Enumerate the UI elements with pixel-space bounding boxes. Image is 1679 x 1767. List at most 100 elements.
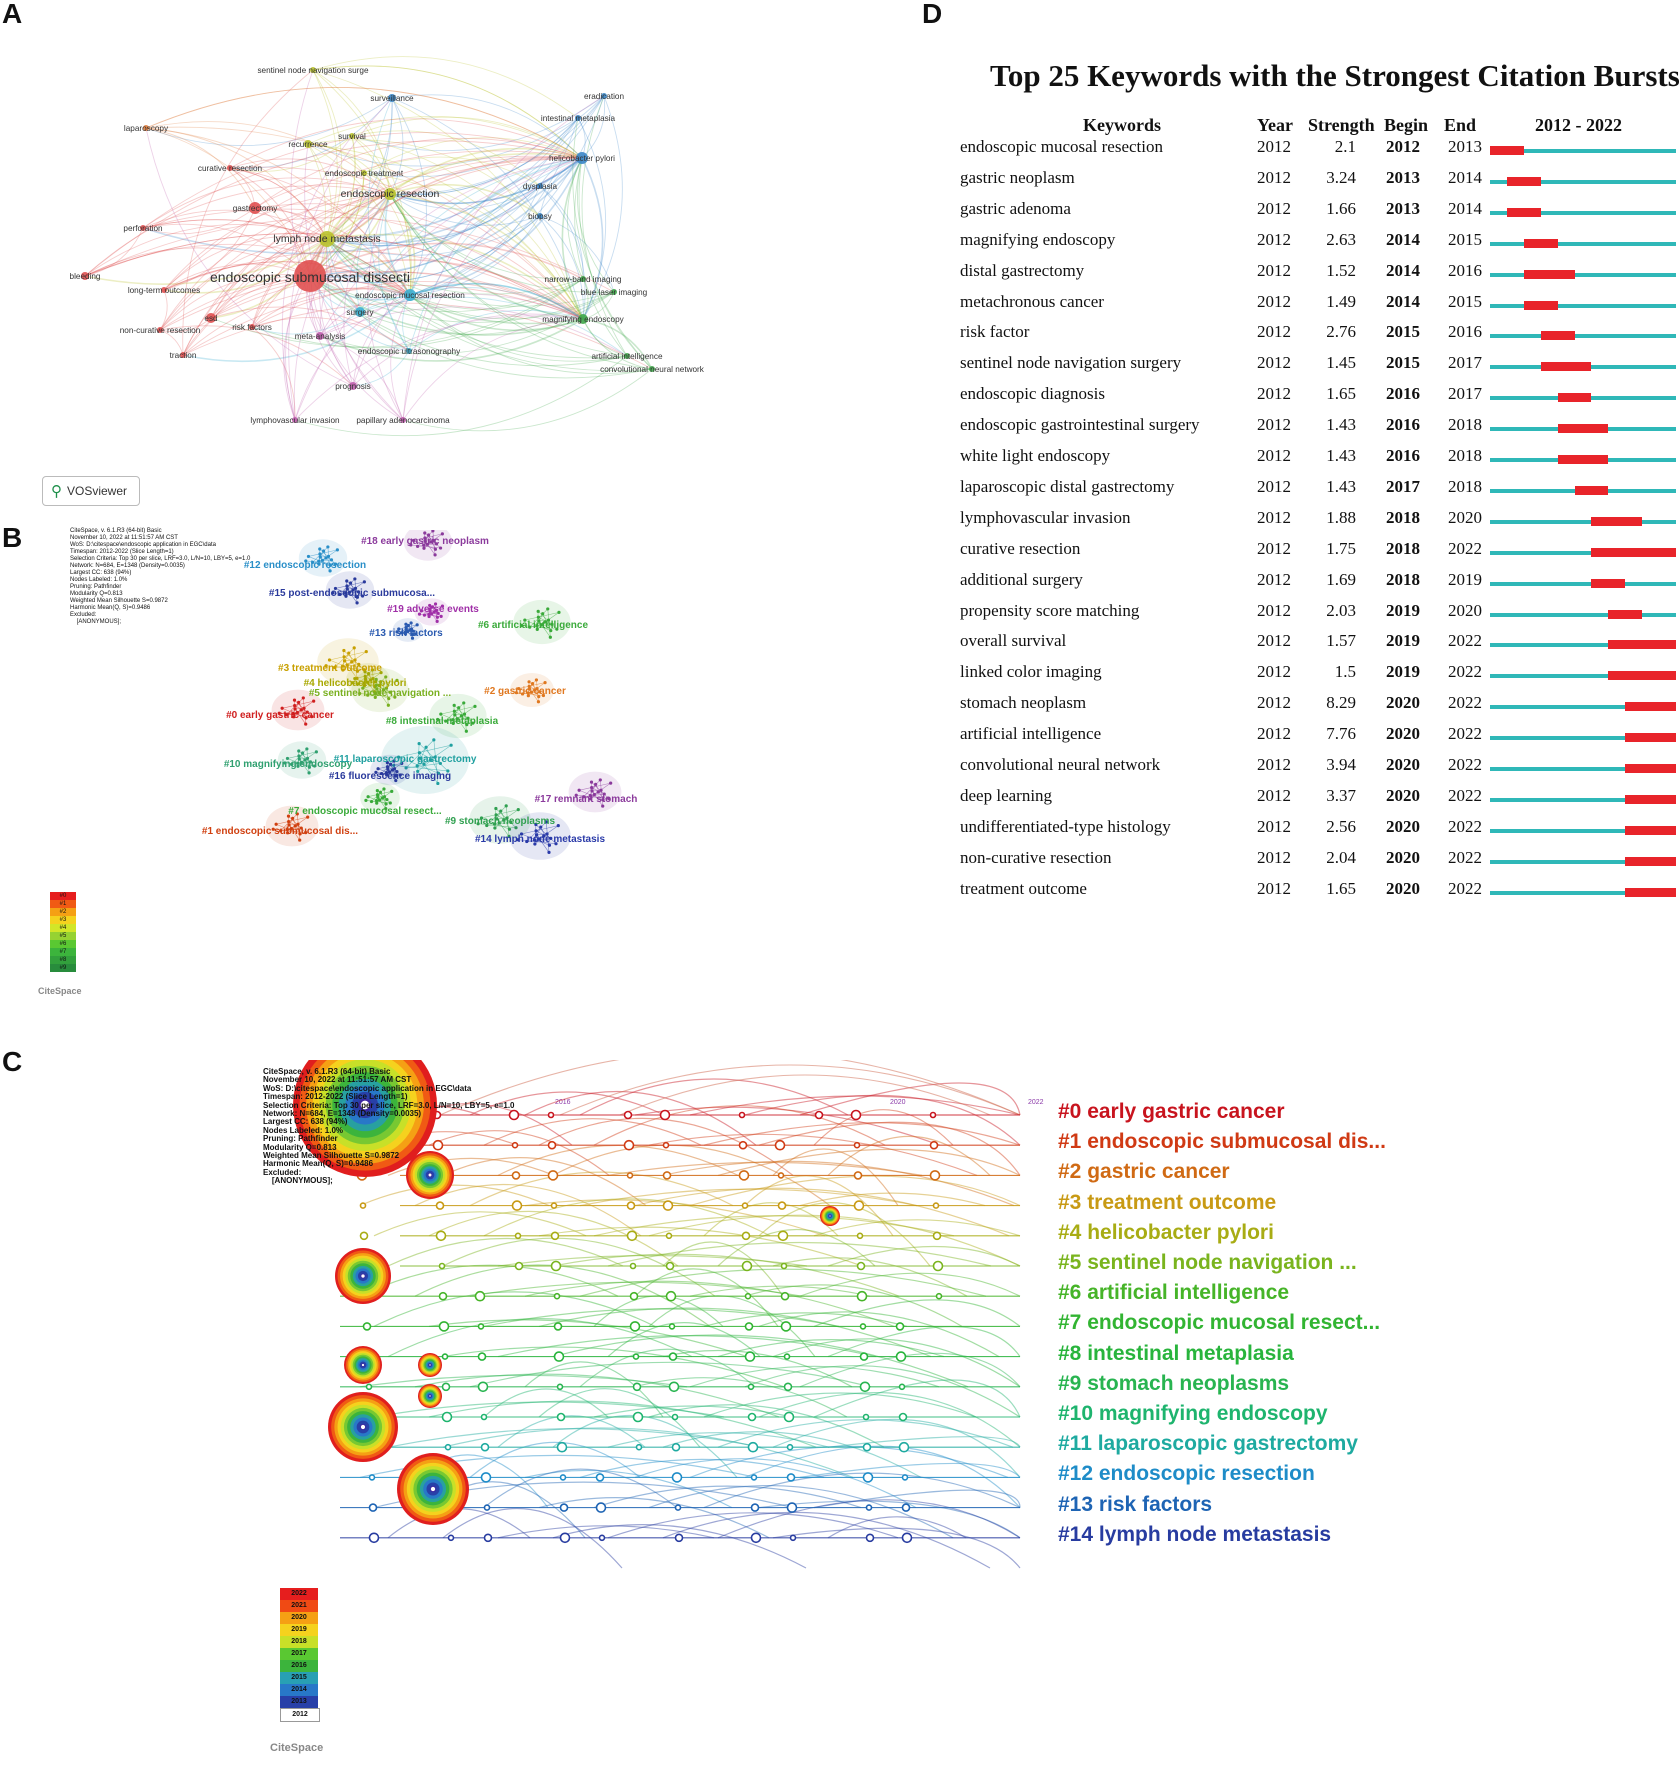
vos-node-label: endoscopic resection: [341, 188, 440, 200]
timeline-arc: [538, 1388, 701, 1448]
cluster-edge: [424, 603, 436, 616]
burst-row: propensity score matching 2012 2.03 2019 202…: [960, 601, 1679, 636]
cluster-edge: [367, 676, 386, 696]
cluster-edge: [381, 760, 395, 774]
timeline-node: [741, 1202, 749, 1209]
cluster-edge: [539, 825, 559, 840]
timeline-year-tick: 2020: [890, 1099, 906, 1106]
vos-node-label: laparoscopy: [124, 124, 169, 133]
vos-link: [352, 294, 411, 387]
vos-link: [182, 157, 583, 356]
cluster-node: [345, 584, 349, 588]
cluster-edge: [320, 556, 329, 558]
timeline-node: [859, 1381, 871, 1393]
vos-link: [408, 157, 583, 352]
timeline-node: [850, 1109, 862, 1121]
vos-link: [409, 185, 541, 296]
vos-link: [254, 207, 328, 240]
cluster-edge: [280, 813, 298, 831]
legend-year-swatch: 2016: [280, 1660, 318, 1672]
timeline-node: [629, 1262, 637, 1270]
timeline-node: [789, 1534, 797, 1542]
cluster-edge: [289, 823, 299, 826]
vos-node: [576, 152, 588, 164]
vos-node: [601, 93, 607, 99]
vos-link: [408, 309, 584, 352]
cluster-edge: [347, 651, 367, 666]
cluster-edge: [376, 688, 389, 706]
timeline-node: [671, 1472, 683, 1483]
cluster-node: [304, 559, 308, 563]
timeline-node: [629, 1291, 639, 1301]
vos-link: [326, 193, 391, 240]
burst-row: gastric neoplasm 2012 3.24 2013 2014: [960, 168, 1679, 203]
burst-bar: [1523, 269, 1575, 279]
burst-year: 2012: [1257, 476, 1291, 496]
cluster-edge: [345, 588, 356, 597]
timeline-node: [511, 1171, 521, 1180]
cluster-edge: [294, 705, 308, 713]
citation-ring-core: [360, 1100, 370, 1110]
cluster-edge: [454, 714, 467, 732]
vos-link: [391, 94, 583, 159]
panel-letter-b: B: [2, 522, 23, 553]
burst-year: 2012: [1257, 260, 1291, 280]
timeline-arc: [744, 1284, 963, 1327]
vos-link: [210, 238, 328, 319]
cluster-edge: [445, 702, 464, 722]
timeline-node: [635, 1443, 643, 1451]
burst-keyword: propensity score matching: [960, 600, 1140, 620]
legend-swatch: #4: [50, 924, 76, 932]
cluster-label: #7 endoscopic mucosal resect...: [288, 806, 442, 817]
timeline-node: [671, 1413, 679, 1421]
vos-link: [229, 135, 353, 172]
cluster-node: [436, 771, 441, 775]
timeline-node: [626, 1172, 634, 1179]
burst-year: 2012: [1257, 291, 1291, 311]
vos-link: [84, 185, 391, 277]
vos-link: [363, 172, 412, 296]
cluster-area: [429, 693, 487, 739]
vos-link: [409, 95, 605, 296]
cluster-edge: [376, 687, 387, 690]
timeline-arc: [428, 1400, 817, 1448]
timeline-node: [865, 1504, 873, 1511]
timeline-node: [550, 1202, 558, 1209]
timeline-arc: [772, 1338, 1021, 1388]
col-header-keywords: Keywords: [1083, 115, 1161, 135]
timeline-node: [856, 1290, 868, 1302]
cluster-edge: [273, 828, 306, 833]
vos-link: [582, 318, 653, 370]
cluster-edge: [284, 762, 315, 767]
vos-link: [182, 288, 411, 356]
timeline-cluster-label: #5 sentinel node navigation ...: [1058, 1251, 1357, 1274]
timeline-node: [853, 1200, 865, 1211]
timeline-arc: [813, 1489, 1021, 1509]
burst-strength: 1.88: [1326, 507, 1356, 527]
vos-node-label: lymph node metastasis: [273, 233, 380, 245]
cluster-edge: [499, 809, 519, 824]
vos-link: [325, 238, 404, 421]
cluster-edge: [393, 765, 448, 772]
vos-link: [145, 127, 256, 209]
node-ring-8: [418, 1384, 442, 1408]
legend-year-swatch: 2015: [280, 1672, 318, 1684]
vos-link: [391, 97, 584, 320]
vos-link: [561, 157, 584, 320]
timeline-node: [629, 1321, 641, 1332]
timeline-node: [659, 1109, 671, 1121]
cluster-edge: [297, 750, 300, 767]
cluster-node: [333, 586, 338, 591]
timeline-arc: [772, 1418, 1021, 1478]
cluster-edge: [534, 833, 548, 845]
vos-link: [326, 97, 393, 240]
vos-link: [309, 117, 579, 277]
timeline-arc: [827, 1516, 967, 1539]
cluster-edge: [496, 817, 508, 820]
legend-year-swatch: 2021: [280, 1600, 318, 1612]
cluster-edge: [305, 560, 336, 565]
vos-link: [312, 69, 391, 195]
burst-timeline-track: [1490, 674, 1676, 679]
cluster-edge: [481, 817, 510, 830]
timeline-arc: [439, 1060, 1021, 1116]
